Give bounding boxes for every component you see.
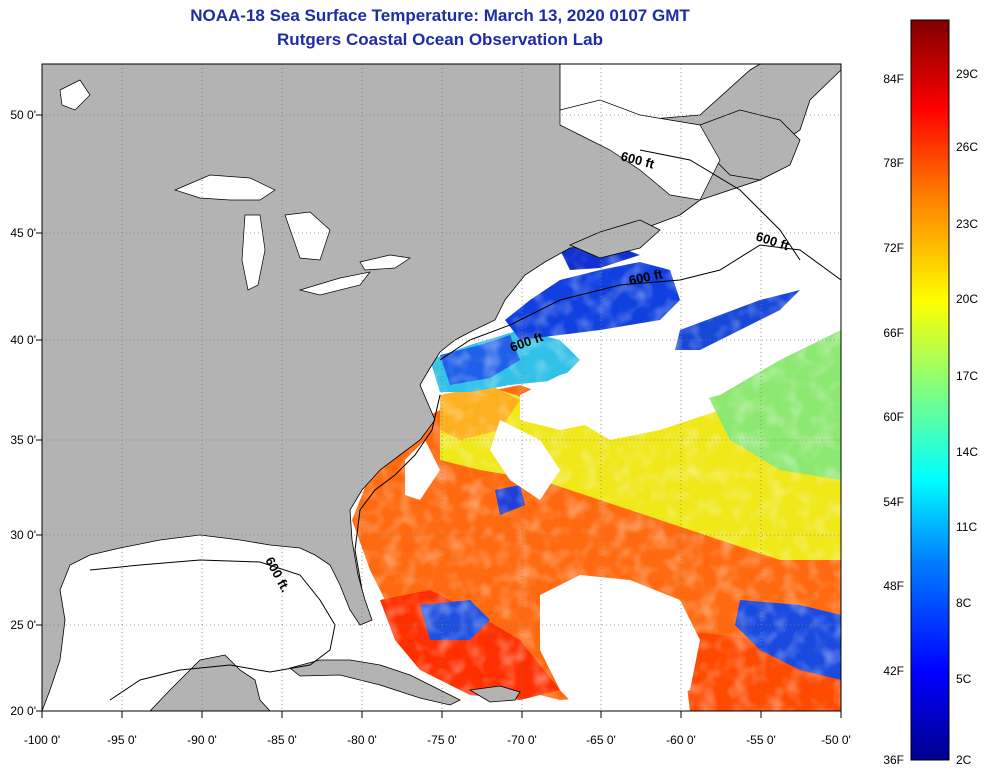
colorbar-f-label: 48F <box>883 579 904 593</box>
lon-label: -55 0' <box>746 733 776 747</box>
lat-label: 50 0' <box>10 108 36 122</box>
lat-label: 30 0' <box>10 528 36 542</box>
hispaniola-land <box>468 685 521 703</box>
colorbar-c-label: 23C <box>956 217 978 231</box>
isobath-lines <box>89 149 841 701</box>
colorbar-f-label: 36F <box>883 753 904 767</box>
lon-label: -85 0' <box>267 733 297 747</box>
lake-winnipeg <box>59 79 91 111</box>
cuba-land <box>289 659 461 706</box>
isobath-gulf <box>89 559 336 701</box>
lat-label: 35 0' <box>10 433 36 447</box>
colorbar-c-label: 14C <box>956 445 978 459</box>
land-layer <box>42 64 841 711</box>
cloud-gulf-of-mexico <box>42 540 340 711</box>
lon-label: -100 0' <box>24 733 60 747</box>
colorbar-f-label: 42F <box>883 664 904 678</box>
isobath-southeast <box>354 394 441 591</box>
longitude-labels: -100 0' -95 0' -90 0' -85 0' -80 0' -75 … <box>24 733 851 747</box>
lake-erie <box>298 271 371 296</box>
colorbar-f-label: 66F <box>883 326 904 340</box>
lon-label: -65 0' <box>586 733 616 747</box>
axis-ticks <box>36 114 842 718</box>
isobath-north <box>639 149 801 261</box>
lake-ontario <box>359 254 411 271</box>
lon-label: -75 0' <box>427 733 457 747</box>
nova-scotia-land <box>568 219 661 259</box>
lon-label: -50 0' <box>821 733 851 747</box>
lake-michigan <box>241 214 266 291</box>
colorbar-f-label: 54F <box>883 495 904 509</box>
colorbar-f-label: 84F <box>883 72 904 86</box>
latitude-labels: 20 0' 25 0' 30 0' 35 0' 40 0' 45 0' 50 0… <box>10 108 36 718</box>
lat-label: 45 0' <box>10 226 36 240</box>
colorbar-f-label: 60F <box>883 410 904 424</box>
colorbar-c-label: 26C <box>956 140 978 154</box>
colorbar-c-label: 11C <box>956 520 977 534</box>
colorbar-c-labels: 29C 26C 23C 20C 17C 14C 11C 8C 5C 2C <box>956 67 978 767</box>
lat-label: 25 0' <box>10 618 36 632</box>
lon-label: -90 0' <box>187 733 217 747</box>
map-title: NOAA-18 Sea Surface Temperature: March 1… <box>190 6 690 25</box>
lon-label: -80 0' <box>347 733 377 747</box>
lon-label: -70 0' <box>507 733 537 747</box>
colorbar-c-label: 2C <box>956 753 972 767</box>
colorbar-f-label: 72F <box>883 241 904 255</box>
lake-superior <box>174 174 276 201</box>
colorbar-c-label: 17C <box>956 369 978 383</box>
colorbar-f-label: 78F <box>883 156 904 170</box>
isobath-label-georges-bank: 600 ft <box>628 266 665 288</box>
colorbar-c-label: 8C <box>956 596 972 610</box>
colorbar-c-label: 29C <box>956 67 978 81</box>
yucatan-land <box>149 654 271 711</box>
colorbar-f-labels: 84F 78F 72F 66F 60F 54F 48F 42F 36F <box>883 72 904 767</box>
lon-label: -60 0' <box>666 733 696 747</box>
isobath-east-coast <box>439 244 841 361</box>
lat-label: 40 0' <box>10 333 36 347</box>
colorbar-c-label: 20C <box>956 292 978 306</box>
colorbar <box>910 19 950 761</box>
lon-label: -95 0' <box>107 733 137 747</box>
lat-label: 20 0' <box>10 704 36 718</box>
lake-huron <box>284 211 331 261</box>
map-subtitle: Rutgers Coastal Ocean Observation Lab <box>277 30 603 49</box>
colorbar-c-label: 5C <box>956 672 972 686</box>
